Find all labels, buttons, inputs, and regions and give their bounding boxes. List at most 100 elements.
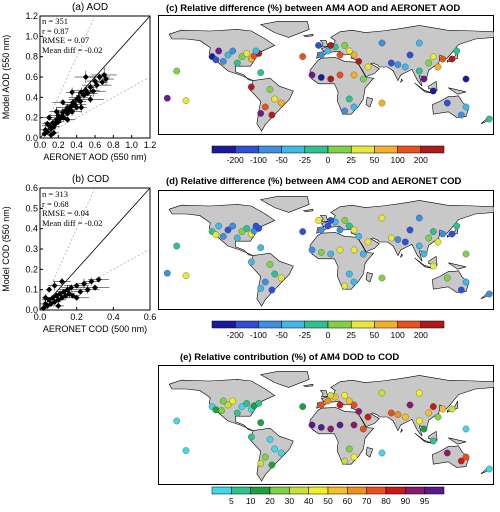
cod-stat-rmse: RMSE = 0.04 bbox=[42, 208, 90, 218]
x-tick-label: 0.6 bbox=[89, 140, 102, 150]
colorbar-label: 100 bbox=[391, 155, 405, 165]
data-point bbox=[48, 300, 54, 307]
site-marker bbox=[182, 447, 190, 454]
aod-stats: n = 351 r = 0.87 RMSE = 0.07 Mean diff =… bbox=[42, 16, 103, 55]
site-marker bbox=[462, 453, 470, 461]
colorbar-swatch bbox=[211, 320, 236, 329]
panel-a-title: (a) AOD bbox=[72, 2, 109, 13]
site-marker bbox=[355, 58, 363, 65]
land-outline bbox=[259, 21, 310, 38]
aod-stat-rmse: RMSE = 0.07 bbox=[42, 35, 90, 45]
colorbar-swatch bbox=[211, 486, 232, 495]
site-marker bbox=[212, 406, 220, 414]
site-marker bbox=[229, 222, 237, 230]
site-marker bbox=[345, 95, 353, 103]
colorbar-label: 40 bbox=[304, 496, 314, 506]
land-outline bbox=[250, 427, 294, 482]
colorbar-label: -25 bbox=[299, 155, 312, 165]
site-marker bbox=[317, 424, 325, 431]
colorbar-swatch bbox=[424, 486, 445, 495]
site-marker bbox=[364, 238, 372, 246]
site-marker bbox=[247, 83, 255, 91]
site-marker bbox=[420, 250, 428, 258]
land-outline bbox=[168, 29, 276, 81]
aod-scatter-plot: 0.0 0.2 0.4 0.6 0.8 1.0 1.2 0.0 0.2 0.4 0.6 0.8 1.0 1… bbox=[1, 12, 156, 162]
site-marker bbox=[327, 217, 335, 224]
x-tick-label: 0.2 bbox=[70, 312, 83, 322]
data-point bbox=[68, 284, 75, 291]
site-marker bbox=[378, 389, 386, 397]
site-marker bbox=[336, 401, 344, 409]
site-marker bbox=[252, 222, 260, 230]
land-outline bbox=[448, 87, 467, 95]
data-point bbox=[55, 302, 62, 309]
colorbar-label: -200 bbox=[227, 155, 244, 165]
y-tick-label: 1.2 bbox=[25, 12, 38, 21]
site-marker bbox=[448, 405, 456, 413]
colorbar-swatch bbox=[397, 320, 422, 329]
site-marker bbox=[485, 290, 493, 298]
site-marker bbox=[243, 400, 251, 407]
land-outline bbox=[400, 428, 403, 434]
site-marker bbox=[317, 226, 325, 234]
site-marker bbox=[443, 99, 451, 107]
site-marker bbox=[434, 238, 442, 246]
site-marker bbox=[345, 270, 353, 278]
colorbar-swatch bbox=[308, 486, 329, 495]
site-marker bbox=[317, 51, 325, 59]
data-point bbox=[53, 108, 60, 115]
site-marker bbox=[257, 460, 265, 467]
land-outline bbox=[428, 430, 438, 441]
colorbar-label: 50 bbox=[370, 155, 380, 165]
site-marker bbox=[429, 262, 437, 270]
site-marker bbox=[350, 103, 358, 111]
colorbar-swatch bbox=[366, 486, 387, 495]
site-marker bbox=[378, 39, 386, 47]
site-marker bbox=[233, 234, 241, 242]
site-marker bbox=[341, 457, 349, 465]
site-marker bbox=[415, 242, 423, 250]
colorbar-label: 80 bbox=[381, 496, 391, 506]
site-marker bbox=[341, 107, 349, 115]
cod-scatter-plot: 0.0 0.2 0.4 0.6 0.0 0.1 0.2 0.3 0.4 0.5 0.6 AERONET… bbox=[1, 184, 156, 334]
site-marker bbox=[420, 425, 428, 433]
cod-stat-n: n = 313 bbox=[42, 189, 69, 199]
site-marker bbox=[173, 417, 181, 425]
site-marker bbox=[327, 392, 335, 399]
site-marker bbox=[378, 274, 386, 282]
colorbar-swatch bbox=[347, 486, 367, 495]
site-marker bbox=[350, 51, 358, 59]
aod-stat-n: n = 351 bbox=[42, 16, 69, 26]
y-tick-label: 0.2 bbox=[25, 264, 38, 274]
land-outline bbox=[302, 33, 314, 37]
data-point bbox=[44, 120, 51, 127]
site-marker bbox=[233, 59, 241, 67]
data-point bbox=[59, 294, 65, 301]
data-point bbox=[64, 116, 71, 123]
site-marker bbox=[317, 401, 325, 409]
site-marker bbox=[182, 272, 190, 279]
site-marker bbox=[261, 453, 269, 461]
land-outline bbox=[302, 208, 314, 212]
site-marker bbox=[415, 214, 423, 222]
site-marker bbox=[462, 250, 470, 258]
data-point bbox=[99, 79, 106, 86]
site-marker bbox=[266, 436, 274, 443]
colorbar-swatch bbox=[420, 320, 445, 329]
panel-b-title: (b) COD bbox=[72, 174, 110, 185]
site-marker bbox=[443, 274, 451, 282]
data-point bbox=[93, 82, 100, 89]
aod-stat-mean-diff: Mean diff = -0.02 bbox=[42, 44, 103, 55]
data-point bbox=[44, 128, 51, 135]
cod-stat-mean-diff: Mean diff = -0.02 bbox=[42, 217, 103, 228]
site-marker bbox=[252, 47, 260, 55]
site-marker bbox=[215, 47, 223, 55]
aod-stat-r: r = 0.87 bbox=[42, 25, 69, 36]
site-marker bbox=[229, 47, 237, 55]
site-marker bbox=[350, 71, 358, 79]
land-outline bbox=[365, 447, 374, 458]
x-axis-label: AERONET COD (500 nm) bbox=[43, 324, 147, 334]
x-tick-label: 0.0 bbox=[34, 140, 47, 150]
colorbar-label: 0 bbox=[326, 155, 331, 165]
y-tick-label: 0.0 bbox=[25, 133, 38, 143]
